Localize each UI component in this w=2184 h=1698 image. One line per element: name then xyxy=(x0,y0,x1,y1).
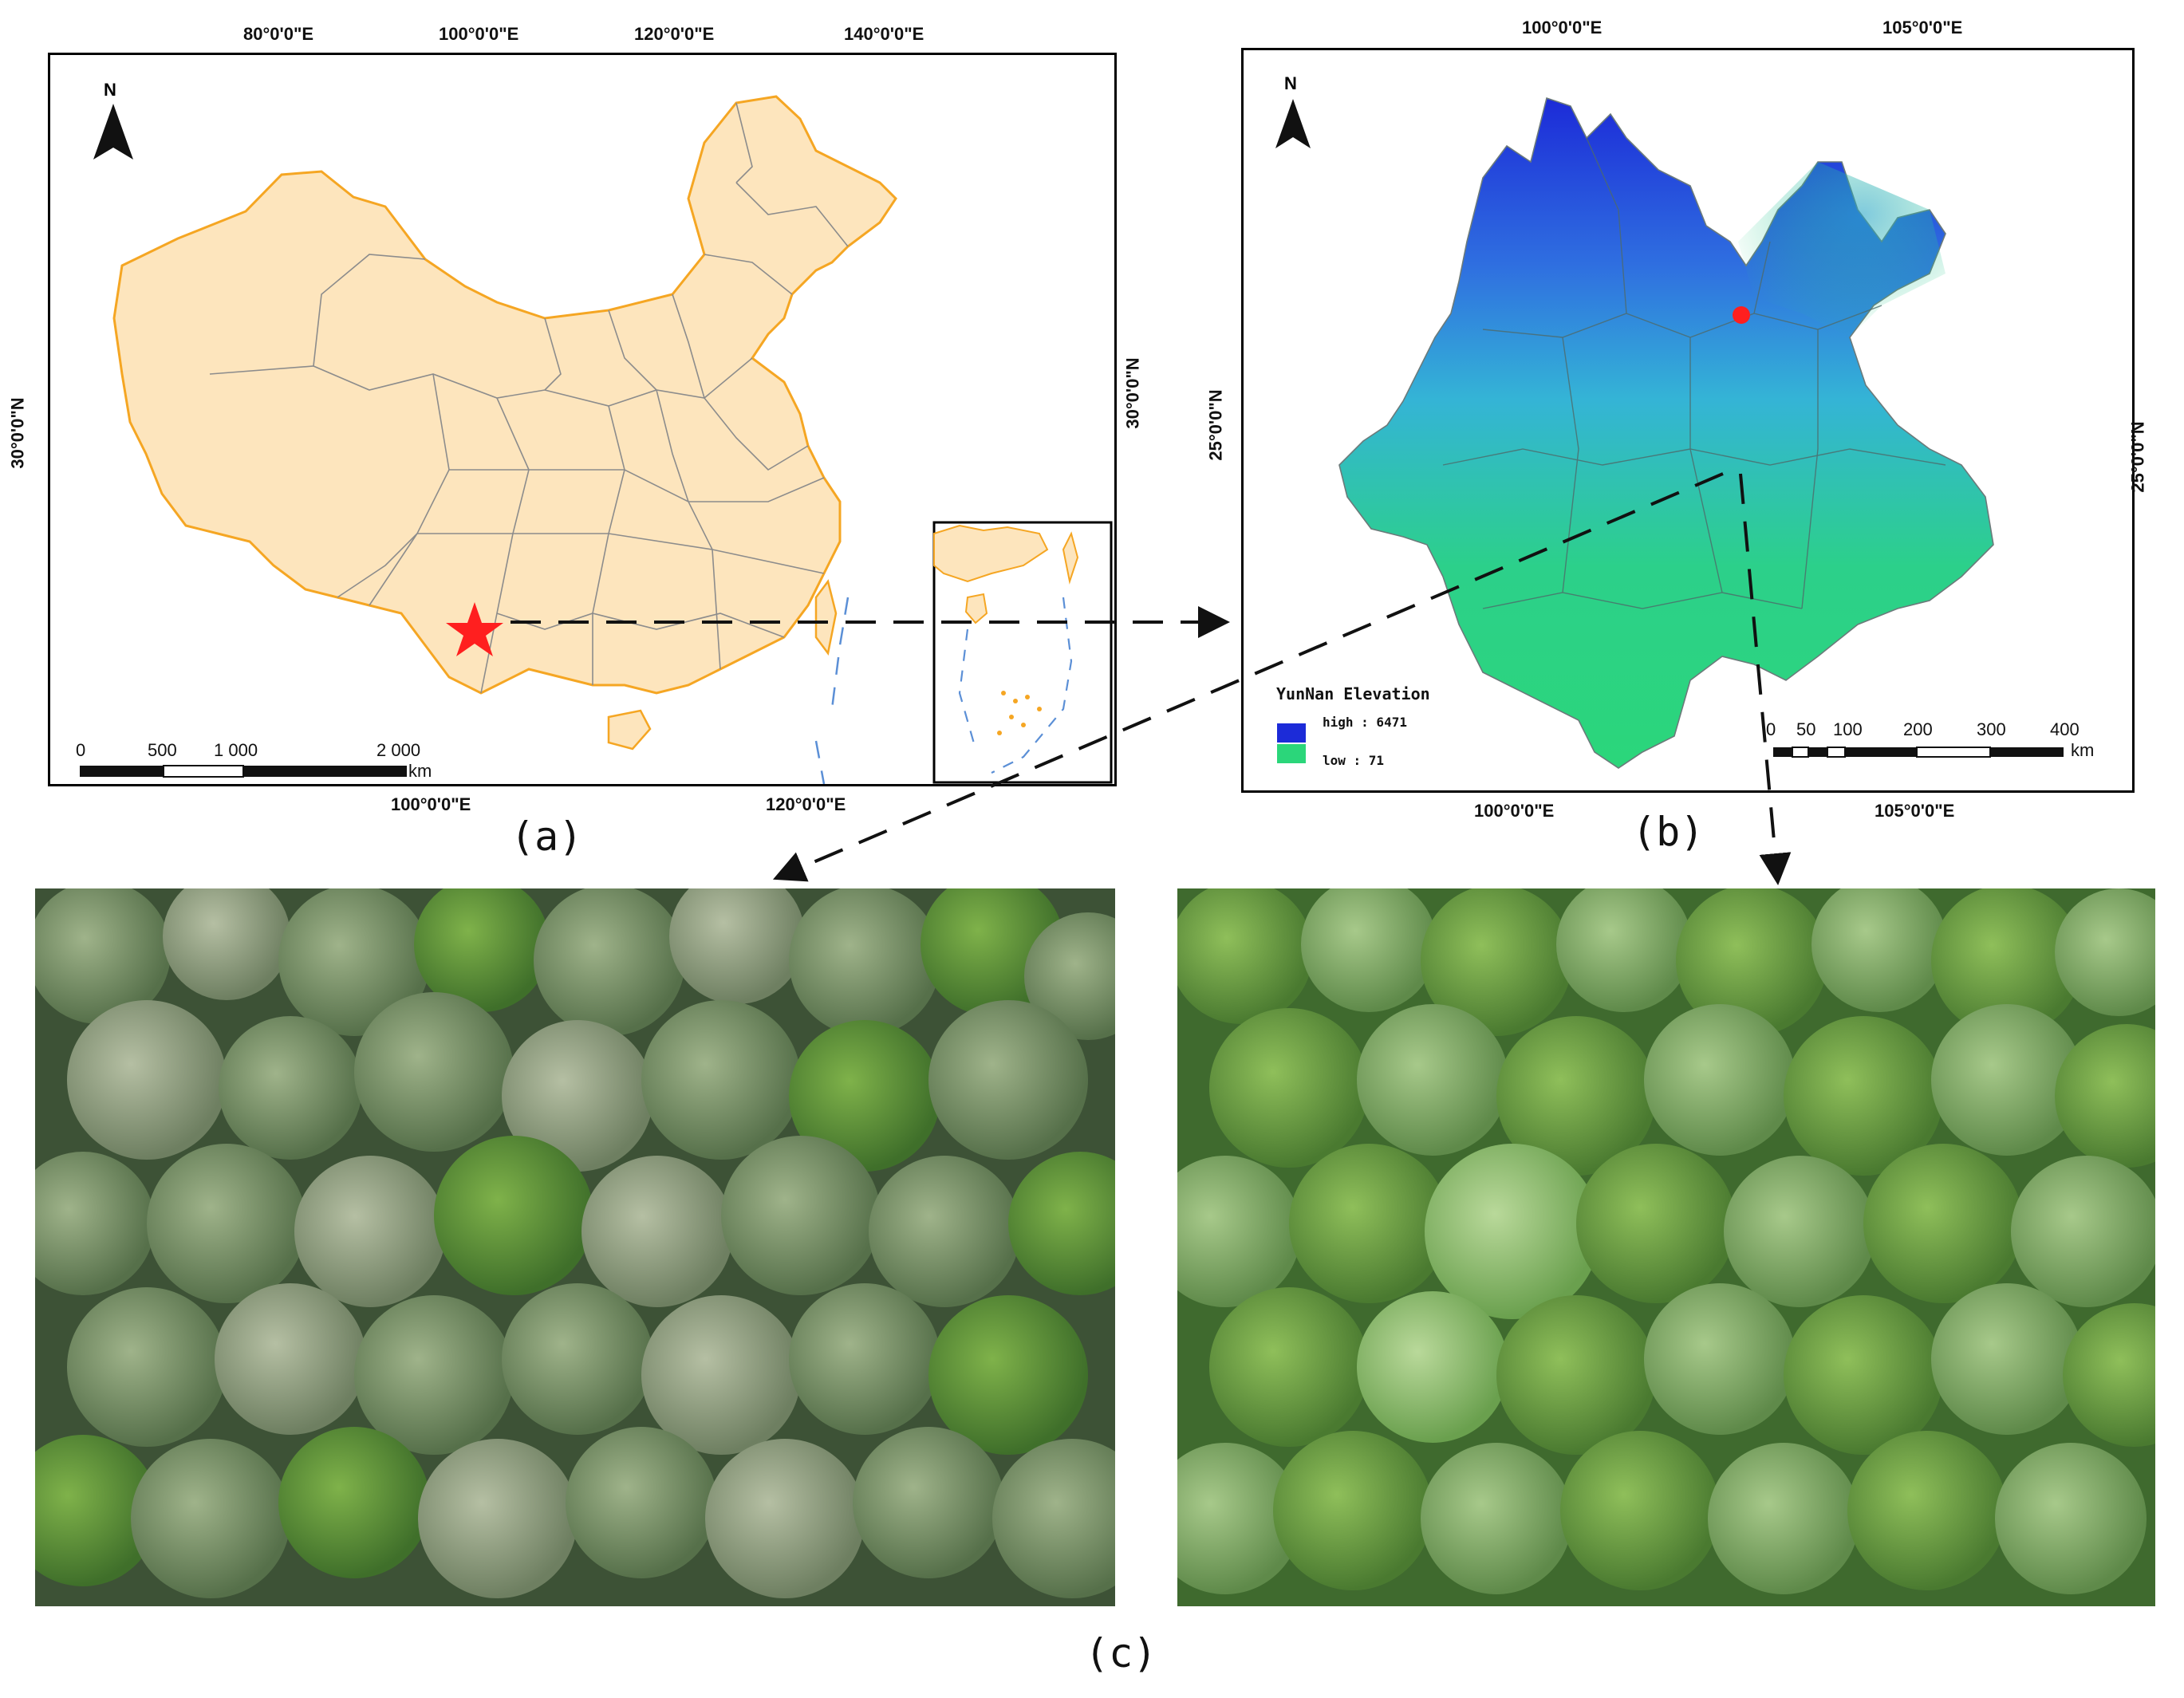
panel-a-scale-label-500: 500 xyxy=(148,740,177,760)
panel-b-scale-label-0: 0 xyxy=(1766,719,1776,739)
panel-b-scale-bar xyxy=(1773,747,2064,758)
forest-canopy-photo-left xyxy=(35,888,1115,1606)
panel-b-right-tick: 25°0'0"N xyxy=(2127,421,2148,493)
panel-a-north-arrow: N xyxy=(89,80,137,167)
panel-b-scale-unit: km xyxy=(2071,740,2095,760)
panel-a-north-label: N xyxy=(104,80,116,100)
panel-a-scale-label-2000: 2 000 xyxy=(376,740,421,760)
panel-a-top-tick-4: 140°0'0"E xyxy=(844,24,924,44)
panel-b-scale-label-200: 200 xyxy=(1903,719,1933,739)
panel-a-caption: (a) xyxy=(511,814,583,860)
panel-b-legend-low: low : 71 xyxy=(1323,753,1385,768)
forest-canopy-image-left xyxy=(35,888,1115,1606)
panel-a-scale-bar xyxy=(80,764,415,780)
panel-a-bottom-tick-2: 120°0'0"E xyxy=(766,794,846,814)
north-arrow-icon xyxy=(93,104,133,160)
study-site-star xyxy=(446,602,503,656)
panel-a-map-frame xyxy=(48,53,1117,786)
hainan-island xyxy=(607,709,652,751)
panel-b-top-tick-1: 100°0'0"E xyxy=(1522,18,1603,37)
forest-canopy-image-right xyxy=(1177,888,2155,1606)
panel-a-right-tick: 30°0'0"N xyxy=(1122,357,1143,429)
panel-b-map-frame xyxy=(1241,48,2135,793)
panel-a-scale-label-0: 0 xyxy=(76,740,86,760)
panel-a-top-tick-2: 100°0'0"E xyxy=(439,24,519,44)
forest-canopy-photo-right xyxy=(1177,888,2155,1606)
panel-b-scale-label-50: 50 xyxy=(1796,719,1816,739)
study-site-point xyxy=(1733,306,1750,324)
elevation-overlay xyxy=(1738,162,1945,337)
north-arrow-icon xyxy=(1275,99,1311,148)
panel-a-top-tick-3: 120°0'0"E xyxy=(634,24,715,44)
panel-b-bottom-tick-2: 105°0'0"E xyxy=(1875,801,1955,821)
panel-b-left-tick: 25°0'0"N xyxy=(1205,389,1226,461)
panel-b-scale-label-300: 300 xyxy=(1977,719,2006,739)
panel-c-caption: (c) xyxy=(1085,1630,1157,1676)
panel-b-north-arrow: N xyxy=(1273,73,1313,161)
yunnan-elevation-map xyxy=(1277,97,2064,769)
panel-b-north-label: N xyxy=(1284,73,1297,93)
panel-a-left-tick: 30°0'0"N xyxy=(7,397,28,469)
legend-low-swatch xyxy=(1277,744,1306,763)
panel-b-bottom-tick-1: 100°0'0"E xyxy=(1474,801,1555,821)
panel-b-scale-label-400: 400 xyxy=(2050,719,2080,739)
panel-a-scale-unit: km xyxy=(408,761,432,781)
china-map xyxy=(112,95,1113,784)
china-landmass xyxy=(112,95,897,695)
panel-b-legend-high: high : 6471 xyxy=(1323,715,1407,730)
panel-a-scale-label-1000: 1 000 xyxy=(214,740,258,760)
panel-a-top-tick-1: 80°0'0"E xyxy=(243,24,314,44)
taiwan-island xyxy=(814,579,838,656)
panel-b-legend-title: YunNan Elevation xyxy=(1276,684,1430,703)
panel-b-scale-label-100: 100 xyxy=(1833,719,1863,739)
legend-high-swatch xyxy=(1277,723,1306,743)
panel-a-bottom-tick-1: 100°0'0"E xyxy=(391,794,471,814)
panel-b-top-tick-2: 105°0'0"E xyxy=(1882,18,1963,37)
panel-b-caption: (b) xyxy=(1632,809,1705,855)
